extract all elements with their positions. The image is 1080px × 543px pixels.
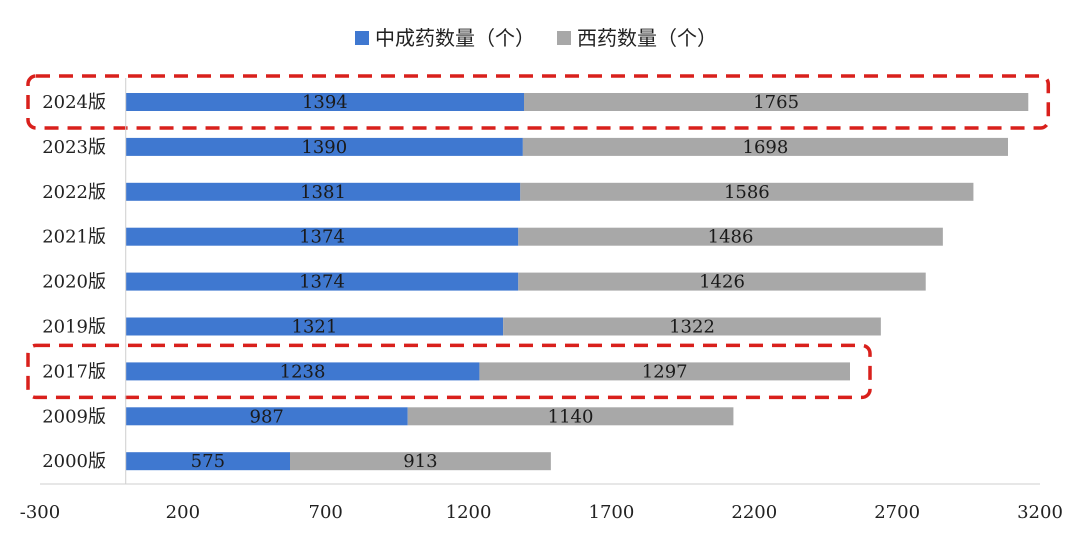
x-tick-label: 2200 xyxy=(731,502,777,523)
highlight-boxes xyxy=(26,74,1051,400)
bar-value-label: 1297 xyxy=(642,361,688,382)
bar-value-label: 1322 xyxy=(669,317,715,338)
bar-segment-chinese-medicine xyxy=(125,362,480,381)
bar-segment-chinese-medicine xyxy=(125,182,521,201)
legend-swatch-2 xyxy=(557,31,571,45)
legend-label-2: 西药数量（个） xyxy=(577,26,717,50)
bar-segment-western-medicine xyxy=(522,137,1008,156)
bar-segment-chinese-medicine xyxy=(125,317,504,336)
bar-value-label: 1394 xyxy=(302,92,348,113)
category-label: 2020版 xyxy=(42,272,106,293)
legend-swatch-1 xyxy=(355,31,369,45)
bar-value-label: 1486 xyxy=(708,227,754,248)
bar-value-label: 1140 xyxy=(548,406,594,427)
bar-value-label: 913 xyxy=(403,451,437,472)
bar-segment-western-medicine xyxy=(503,317,881,336)
bar-value-label: 1321 xyxy=(292,317,338,338)
bar-segment-chinese-medicine xyxy=(125,93,524,111)
bar-segment-western-medicine xyxy=(479,362,850,381)
bar-value-label: 1698 xyxy=(743,137,789,158)
bar-segment-western-medicine xyxy=(407,407,734,426)
bar-segment-chinese-medicine xyxy=(125,407,408,426)
category-label: 2024版 xyxy=(42,92,106,113)
bar-value-label: 575 xyxy=(191,451,225,472)
category-label: 2019版 xyxy=(42,317,106,338)
bar-value-label: 1381 xyxy=(300,182,346,203)
legend-label-1: 中成药数量（个） xyxy=(375,26,535,50)
category-label: 2000版 xyxy=(42,451,106,472)
bar-value-label: 1390 xyxy=(301,137,347,158)
x-tick-label: 1700 xyxy=(589,502,635,523)
x-tick-label: -300 xyxy=(20,502,60,523)
bar-segment-western-medicine xyxy=(524,93,1029,111)
category-label: 2022版 xyxy=(42,182,106,203)
highlight-box xyxy=(26,74,1051,130)
x-tick-label: 2700 xyxy=(874,502,920,523)
bar-segment-western-medicine xyxy=(518,227,943,246)
legend: 中成药数量（个） 西药数量（个） xyxy=(355,26,717,50)
category-label: 2023版 xyxy=(42,137,106,158)
bar-value-label: 1374 xyxy=(299,227,345,248)
category-label: 2021版 xyxy=(42,227,106,248)
bar-segment-chinese-medicine xyxy=(125,227,519,246)
bar-value-label: 1374 xyxy=(299,272,345,293)
bar-value-label: 1586 xyxy=(724,182,770,203)
highlight-box xyxy=(26,343,872,400)
bar-segment-chinese-medicine xyxy=(125,272,519,291)
bar-segment-western-medicine xyxy=(518,272,926,291)
category-label: 2009版 xyxy=(42,406,106,427)
x-tick-label: 3200 xyxy=(1017,502,1063,523)
bar-segment-western-medicine xyxy=(290,452,551,471)
x-tick-label: 200 xyxy=(166,502,200,523)
x-tick-label: 700 xyxy=(309,502,343,523)
x-tick-label: 1200 xyxy=(446,502,492,523)
x-axis: -300 200 700 1200 1700 2200 2700 3200 xyxy=(20,78,1063,523)
bar-segment-western-medicine xyxy=(520,182,974,201)
plot-area: 2024版 1394 1765 2023版 1390 1698 2022版 1381 1586 2… xyxy=(42,92,1029,472)
bar-value-label: 1765 xyxy=(753,92,799,113)
bar-segment-chinese-medicine xyxy=(125,452,290,471)
bar-segment-chinese-medicine xyxy=(125,137,523,156)
bar-value-label: 1238 xyxy=(280,361,326,382)
bar-value-label: 1426 xyxy=(699,272,745,293)
bar-value-label: 987 xyxy=(250,406,284,427)
category-label: 2017版 xyxy=(42,361,106,382)
